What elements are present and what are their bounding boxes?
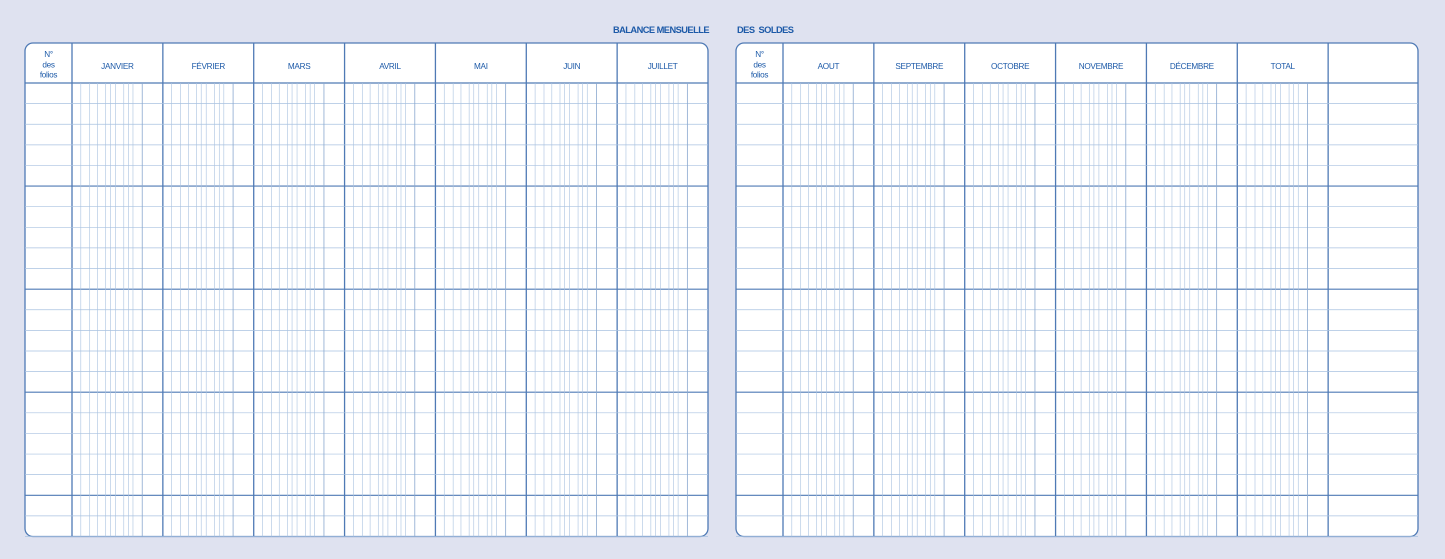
svg-text:TOTAL: TOTAL xyxy=(1271,62,1296,71)
svg-text:JANVIER: JANVIER xyxy=(101,62,134,71)
svg-text:folios: folios xyxy=(40,71,58,80)
svg-text:AVRIL: AVRIL xyxy=(379,62,401,71)
svg-text:OCTOBRE: OCTOBRE xyxy=(991,62,1030,71)
svg-text:MAI: MAI xyxy=(474,62,488,71)
svg-text:des: des xyxy=(753,60,766,69)
svg-text:MARS: MARS xyxy=(288,62,311,71)
svg-text:FÉVRIER: FÉVRIER xyxy=(192,61,226,71)
svg-text:des: des xyxy=(42,60,55,69)
svg-text:folios: folios xyxy=(751,71,769,80)
svg-text:N°: N° xyxy=(44,50,53,59)
svg-text:AOUT: AOUT xyxy=(818,62,840,71)
svg-text:NOVEMBRE: NOVEMBRE xyxy=(1079,62,1124,71)
svg-text:N°: N° xyxy=(755,50,764,59)
svg-text:DÉCEMBRE: DÉCEMBRE xyxy=(1170,61,1215,71)
svg-text:SEPTEMBRE: SEPTEMBRE xyxy=(895,62,944,71)
svg-text:JUIN: JUIN xyxy=(563,62,580,71)
svg-text:JUILLET: JUILLET xyxy=(648,62,678,71)
